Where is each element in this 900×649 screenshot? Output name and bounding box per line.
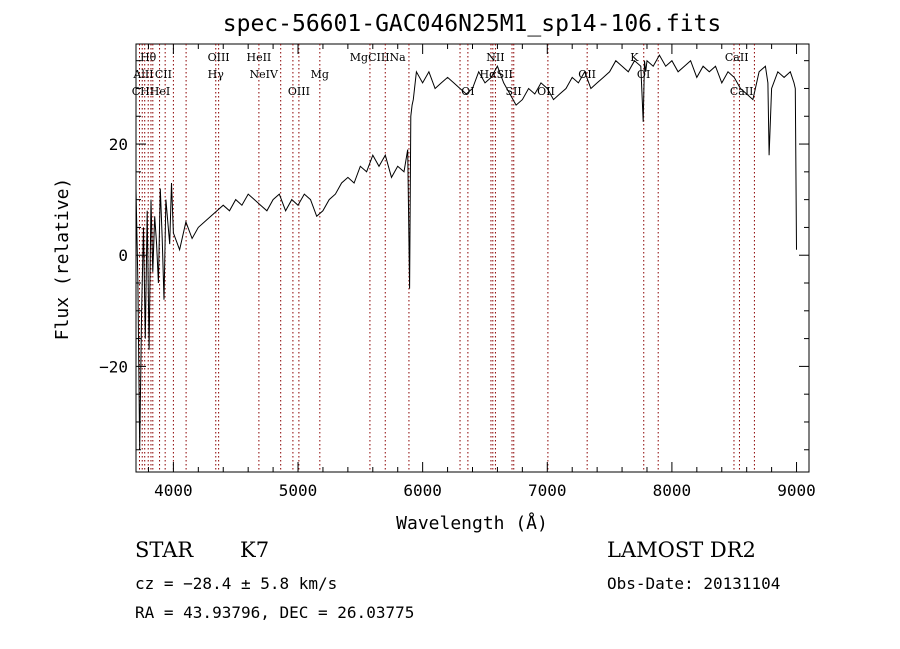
line-label: CHHeI (132, 85, 170, 98)
survey-label: LAMOST DR2 (607, 538, 756, 562)
x-tick-label: 4000 (154, 481, 193, 500)
x-axis-label: Wavelength (Å) (396, 512, 548, 534)
object-subclass: K7 (240, 538, 270, 562)
line-label: CaII (725, 51, 749, 64)
chart-title: spec-56601-GAC046N25M1_sp14-106.fits (223, 11, 722, 37)
line-label: OI (637, 68, 650, 81)
line-label: MgCIIINa (350, 51, 406, 64)
y-tick-label: 0 (118, 246, 128, 265)
line-label: OIII (288, 85, 310, 98)
observation-date: Obs-Date: 20131104 (607, 574, 781, 593)
line-label: OI (461, 85, 474, 98)
x-tick-label: 8000 (653, 481, 692, 500)
x-tick-label: 5000 (279, 481, 318, 500)
y-axis-label: Flux (relative) (52, 178, 73, 341)
line-label: CII (155, 68, 172, 81)
coordinates: RA = 43.93796, DEC = 26.03775 (135, 603, 415, 622)
line-label: Hγ (208, 68, 225, 81)
line-label: NII (486, 51, 504, 64)
redshift-cz: cz = −28.4 ± 5.8 km/s (135, 574, 338, 593)
line-label: Mg (311, 68, 329, 81)
line-label: CaII (730, 85, 754, 98)
x-axis: 4000 5000 6000 7000 8000 9000 (147, 44, 816, 500)
x-tick-label: 6000 (403, 481, 442, 500)
line-label: K (630, 51, 639, 64)
x-tick-label: 9000 (777, 481, 816, 500)
y-tick-label: 20 (109, 135, 128, 154)
plot-frame (135, 43, 810, 473)
y-tick-label: −20 (99, 357, 128, 376)
line-labels: Hθ AlII CII OIII Hγ HeII NeIV Mg MgCIIINa NII HαSI… (132, 51, 754, 98)
line-label: HeII (246, 51, 271, 64)
line-label: SII (506, 85, 522, 98)
x-tick-label: 7000 (528, 481, 567, 500)
line-label: OII (578, 68, 596, 81)
line-label: NeIV (250, 68, 279, 81)
object-class: STAR (135, 538, 194, 562)
emission-line-markers (138, 44, 755, 472)
y-axis: −20 0 20 (99, 60, 809, 451)
line-label: AlII (132, 68, 153, 81)
line-label: HαSII (480, 68, 513, 81)
spectrum-layer (135, 54, 797, 450)
spectrum-series-line (135, 54, 797, 450)
line-label: Hθ (140, 51, 157, 64)
line-label: OII (537, 85, 555, 98)
line-label: OIII (208, 51, 230, 64)
